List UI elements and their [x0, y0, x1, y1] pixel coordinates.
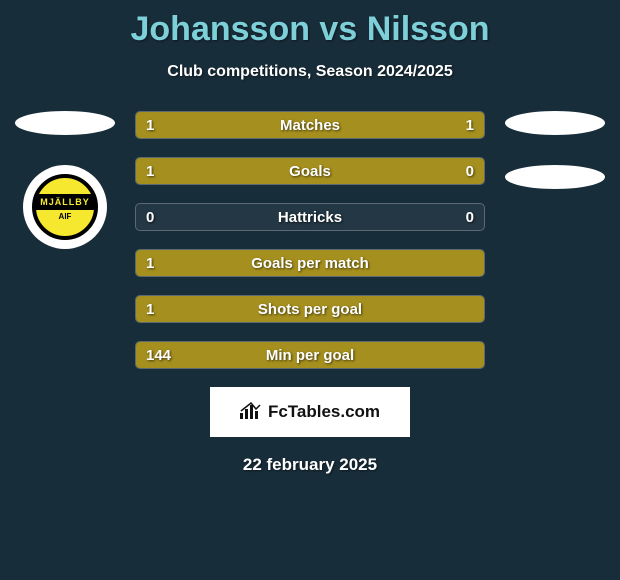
- chart-icon: [240, 401, 262, 424]
- stat-row: 144Min per goal: [135, 341, 485, 369]
- player-right-club-badge: [505, 165, 605, 189]
- page-title: Johansson vs Nilsson: [0, 0, 620, 49]
- left-player-column: MJÄLLBY AIF: [10, 111, 120, 249]
- brand-logo: FcTables.com: [210, 387, 410, 437]
- brand-text: FcTables.com: [268, 402, 380, 422]
- stat-label: Goals: [136, 158, 484, 184]
- badge-name: MJÄLLBY: [36, 194, 94, 210]
- player-right-avatar: [505, 111, 605, 135]
- stat-value-right: 0: [466, 204, 474, 230]
- stat-row: 1Shots per goal: [135, 295, 485, 323]
- page-subtitle: Club competitions, Season 2024/2025: [0, 63, 620, 81]
- stat-label: Shots per goal: [136, 296, 484, 322]
- stat-value-right: 1: [466, 112, 474, 138]
- stat-row: 1Matches1: [135, 111, 485, 139]
- player-left-club-badge: MJÄLLBY AIF: [23, 165, 107, 249]
- stat-label: Goals per match: [136, 250, 484, 276]
- footer-date: 22 february 2025: [0, 455, 620, 475]
- stat-label: Hattricks: [136, 204, 484, 230]
- mjallby-badge: MJÄLLBY AIF: [32, 174, 98, 240]
- stat-row: 1Goals per match: [135, 249, 485, 277]
- stat-label: Matches: [136, 112, 484, 138]
- stat-label: Min per goal: [136, 342, 484, 368]
- stat-row: 1Goals0: [135, 157, 485, 185]
- content-area: MJÄLLBY AIF 1Matches11Goals00Hattricks01…: [0, 111, 620, 475]
- stat-row: 0Hattricks0: [135, 203, 485, 231]
- badge-sub: AIF: [59, 212, 72, 221]
- player-left-avatar: [15, 111, 115, 135]
- right-player-column: [500, 111, 610, 219]
- stat-bars: 1Matches11Goals00Hattricks01Goals per ma…: [135, 111, 485, 369]
- stat-value-right: 0: [466, 158, 474, 184]
